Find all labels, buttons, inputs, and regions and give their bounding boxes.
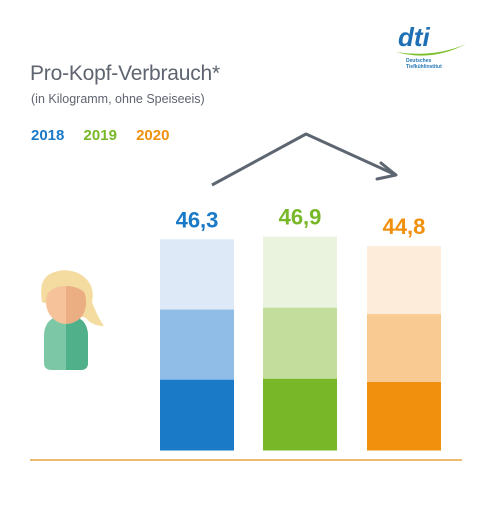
trend-arrow xyxy=(211,132,397,187)
value-label-2019: 46,9 xyxy=(279,205,322,230)
chart-title: Pro-Kopf-Verbrauch* xyxy=(30,62,220,85)
bar-2019-mid xyxy=(263,307,337,380)
person-icon xyxy=(41,270,104,370)
legend-item-2018: 2018 xyxy=(31,127,65,144)
legend: 2018 2019 2020 xyxy=(31,127,184,144)
logo-subtext-2: Tiefkühlinstitut xyxy=(406,64,442,70)
chart-subtitle: (in Kilogramm, ohne Speiseeis) xyxy=(31,92,205,106)
bar-2020-dark xyxy=(367,382,441,451)
bar-2020-mid xyxy=(367,314,441,383)
bar-2019-light xyxy=(263,236,337,309)
bar-2019-dark xyxy=(263,378,337,451)
value-label-2020: 44,8 xyxy=(383,214,426,239)
bar-2020-light xyxy=(367,246,441,315)
dti-logo: dti Deutsches Tiefkühlinstitut xyxy=(396,22,466,70)
bar-2018-light xyxy=(160,239,234,311)
logo-swoosh xyxy=(396,44,466,56)
value-label-2018: 46,3 xyxy=(176,207,219,232)
logo-text: dti xyxy=(398,22,431,52)
legend-item-2020: 2020 xyxy=(136,127,170,144)
trend-arrowhead xyxy=(375,161,398,181)
logo-subtext-1: Deutsches xyxy=(406,58,432,64)
bar-2018-dark xyxy=(160,379,234,451)
legend-item-2019: 2019 xyxy=(83,127,117,144)
bar-2018-mid xyxy=(160,309,234,381)
